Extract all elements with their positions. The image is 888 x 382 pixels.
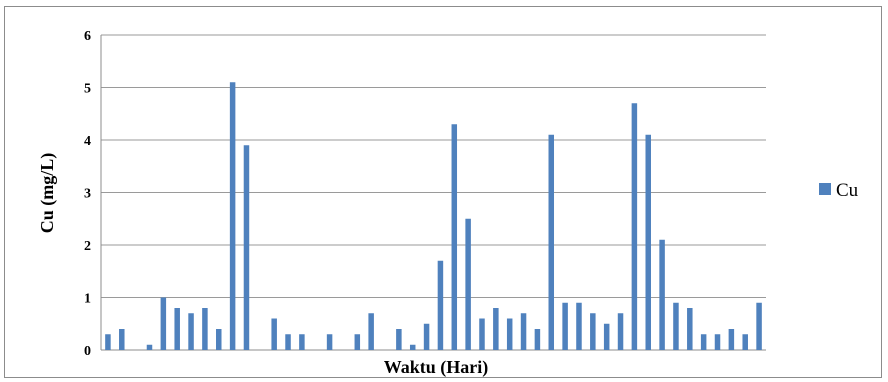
y-tick-label: 4 — [84, 134, 91, 149]
bar — [174, 308, 180, 350]
bar — [465, 218, 471, 350]
y-tick-label: 5 — [84, 82, 91, 97]
bar — [146, 344, 153, 350]
chart-frame — [4, 6, 882, 378]
bar — [742, 334, 748, 350]
bar — [271, 318, 277, 350]
y-tick-label: 2 — [84, 239, 91, 254]
bar — [229, 82, 236, 350]
bar — [562, 302, 568, 350]
bar — [216, 329, 222, 350]
legend-label: Cu — [836, 180, 859, 201]
bar — [590, 313, 596, 350]
bar — [437, 260, 444, 350]
bar — [451, 124, 458, 350]
bar — [700, 334, 707, 350]
bar — [728, 329, 735, 350]
bar — [673, 302, 679, 350]
bar — [548, 134, 555, 350]
legend: Cu — [819, 180, 859, 201]
bar — [479, 318, 485, 350]
bar — [659, 239, 665, 350]
bar — [631, 103, 638, 350]
bar — [756, 302, 762, 350]
bar — [645, 134, 651, 350]
bar — [409, 344, 416, 350]
bar — [368, 313, 374, 350]
y-tick-label: 1 — [84, 292, 91, 307]
bar — [285, 334, 291, 350]
bar — [576, 302, 582, 350]
bar — [188, 313, 194, 350]
y-tick-label: 6 — [84, 29, 91, 44]
bar — [617, 313, 624, 350]
bar — [202, 308, 208, 350]
bar — [396, 329, 402, 350]
bar — [714, 334, 721, 350]
bar — [687, 308, 693, 350]
y-axis-title: Cu (mg/L) — [37, 153, 58, 234]
y-axis-ticks: 0 1 2 3 4 5 6 — [84, 29, 91, 359]
legend-swatch — [819, 183, 831, 195]
y-tick-label: 0 — [84, 344, 91, 359]
gridlines — [100, 34, 766, 351]
bar — [326, 334, 333, 350]
x-axis-title: Waktu (Hari) — [384, 357, 489, 378]
bar — [493, 308, 499, 350]
bar — [160, 297, 167, 350]
bar — [506, 318, 513, 350]
bar — [105, 334, 111, 350]
bar — [243, 145, 250, 350]
bar — [299, 334, 305, 350]
bar-series — [105, 82, 762, 350]
y-tick-label: 3 — [84, 187, 91, 202]
bar — [534, 329, 541, 350]
bar — [603, 323, 610, 350]
bar — [423, 323, 430, 350]
bar — [354, 334, 361, 350]
bar — [520, 313, 527, 350]
bar — [119, 329, 125, 350]
